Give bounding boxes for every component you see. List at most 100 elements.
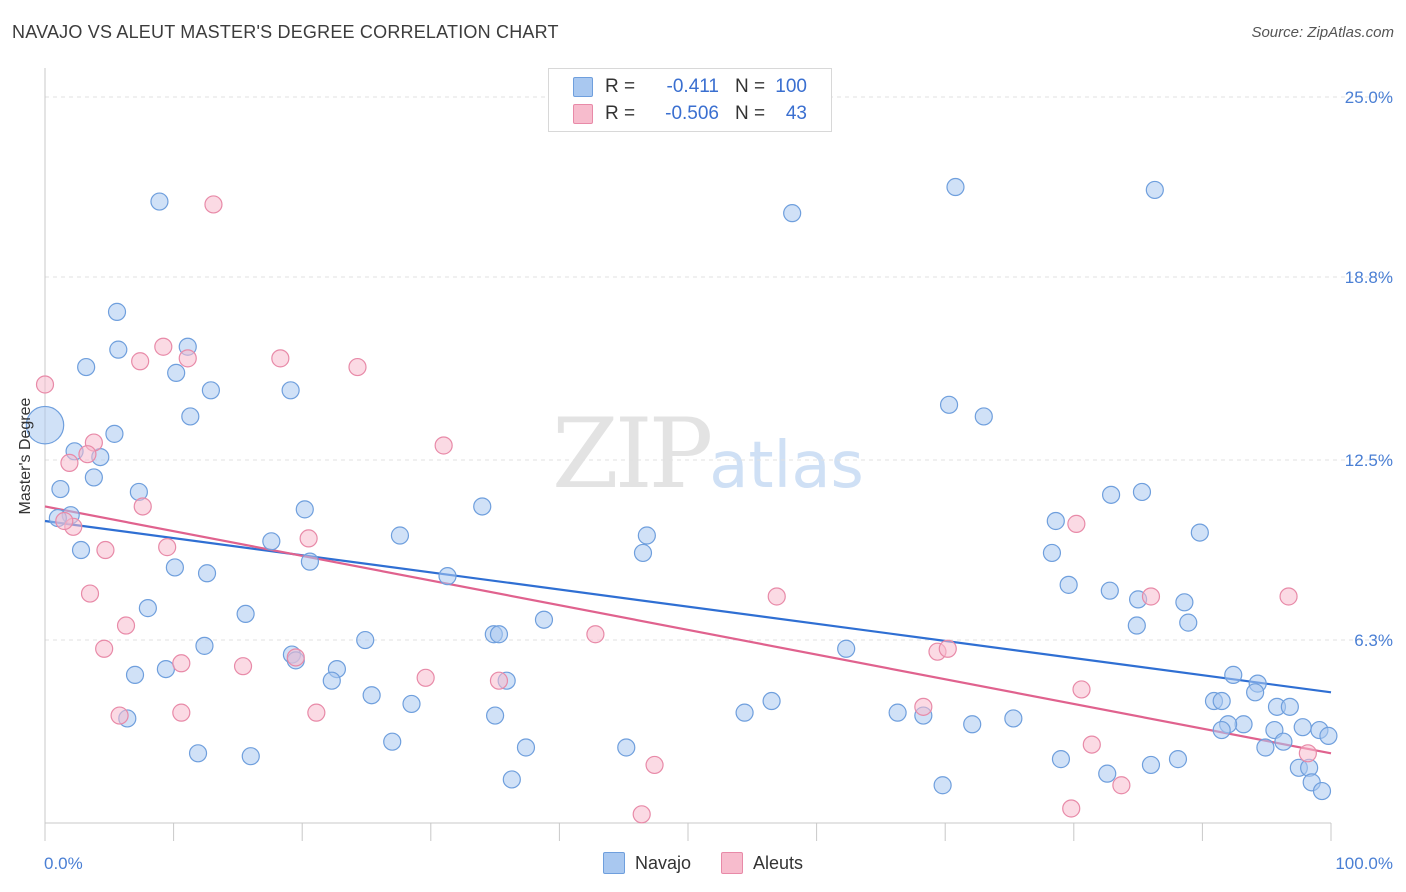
navajo-point (1175, 593, 1194, 612)
navajo-point (402, 694, 421, 714)
navajo-point (1042, 543, 1062, 563)
aleuts-legend-swatch (721, 852, 743, 874)
source-credit: Source: ZipAtlas.com (1251, 24, 1394, 41)
aleut-point (767, 587, 786, 606)
navajo-point (1319, 726, 1338, 745)
aleut-point (586, 625, 605, 644)
aleut-point (1112, 776, 1131, 795)
navajo-point (783, 204, 802, 223)
navajo-point (946, 177, 965, 197)
aleut-point (1279, 587, 1298, 606)
navajo-point (167, 363, 186, 382)
navajo-point (1274, 732, 1293, 751)
r-label: R = (605, 103, 636, 124)
navajo-point (236, 604, 255, 624)
navajo-point (1212, 720, 1231, 740)
navajo-point (888, 703, 907, 722)
aleut-point (172, 654, 191, 673)
aleut-trend-line (44, 505, 1332, 755)
legend-item-aleuts[interactable]: Aleuts (721, 852, 803, 874)
aleut-point (1072, 680, 1091, 699)
navajo-point (1127, 616, 1146, 635)
stats-legend: R = -0.411 N = 100 R = -0.506 N = 43 (548, 68, 832, 132)
aleut-point (645, 755, 664, 775)
watermark: ZIPatlas (552, 398, 864, 510)
navajo-point (1046, 511, 1065, 531)
aleut-point (80, 584, 100, 603)
aleut-point (286, 648, 305, 667)
aleut-point (133, 497, 152, 516)
navajo-point (300, 552, 320, 571)
navajo-point (1100, 581, 1119, 600)
navajo-point (262, 532, 281, 551)
navajo-point (356, 630, 375, 650)
aleut-point (299, 529, 318, 548)
navajo-point (837, 639, 856, 658)
navajo-point (156, 659, 175, 679)
aleut-point (1298, 744, 1317, 763)
navajo-trend-line (44, 519, 1332, 694)
navajo-point (933, 776, 952, 795)
n-label: N = (735, 76, 766, 97)
aleut-point (434, 436, 453, 455)
aleut-point (172, 703, 191, 722)
navajo-point (295, 500, 314, 519)
navajo-point (150, 192, 169, 211)
aleut-point (96, 540, 115, 560)
navajo-point (1246, 683, 1265, 702)
navajo-legend-swatch (602, 852, 625, 874)
grid-lines (45, 96, 1392, 641)
aleut-point (271, 349, 290, 368)
navajo-point (84, 468, 103, 487)
navajo-point (1280, 697, 1299, 716)
navajo-legend-label: Navajo (634, 852, 691, 873)
navajo-point (138, 599, 157, 618)
navajo-point (25, 405, 65, 445)
navajo-point (486, 706, 505, 725)
navajo-point (735, 703, 754, 722)
navajo-point (362, 686, 381, 705)
legend-item-navajo[interactable]: Navajo (602, 852, 691, 874)
y-tick-label: 18.8% (1345, 268, 1393, 287)
aleut-point (938, 639, 957, 658)
navajo-point (77, 357, 96, 377)
navajo-point (963, 715, 982, 734)
aleut-point (1062, 799, 1081, 818)
navajo-point (516, 738, 536, 757)
navajo-point (1059, 575, 1078, 594)
data-points (25, 177, 1338, 824)
trend-lines (44, 505, 1332, 755)
aleuts-legend-label: Aleuts (753, 852, 804, 873)
navajo-point (1256, 738, 1275, 757)
navajo-point (107, 302, 127, 321)
n-label: N = (735, 103, 766, 124)
navajo-point (1312, 781, 1332, 801)
navajo-point (1224, 665, 1243, 684)
aleut-point (1141, 587, 1161, 606)
axes (44, 68, 1332, 841)
navajo-point (1168, 750, 1188, 769)
navajo-point (438, 567, 457, 586)
navajo-point (1179, 613, 1198, 632)
aleut-point (307, 703, 326, 722)
navajo-point (1234, 715, 1253, 734)
navajo-point (383, 732, 402, 751)
navajo-point (1004, 709, 1023, 728)
navajo-point (188, 744, 208, 763)
navajo-point (125, 665, 145, 684)
navajo-point (281, 381, 300, 400)
navajo-point (51, 479, 70, 499)
navajo-point (390, 526, 410, 545)
aleut-point (914, 697, 933, 716)
legend-row-aleuts: R = -0.506 N = 43 (573, 101, 807, 127)
navajo-point (617, 738, 636, 757)
y-tick-label: 6.3% (1354, 631, 1393, 650)
n-value: 43 (785, 103, 807, 124)
navajo-point (165, 558, 184, 577)
navajo-point (1132, 482, 1152, 502)
aleuts-swatch (573, 104, 593, 124)
y-axis-label: Master's Degree (17, 397, 34, 515)
tick-labels: 6.3% 12.5% 18.8% 25.0% 0.0% 100.0% (44, 88, 1393, 873)
navajo-point (197, 564, 217, 583)
navajo-point (633, 543, 653, 563)
